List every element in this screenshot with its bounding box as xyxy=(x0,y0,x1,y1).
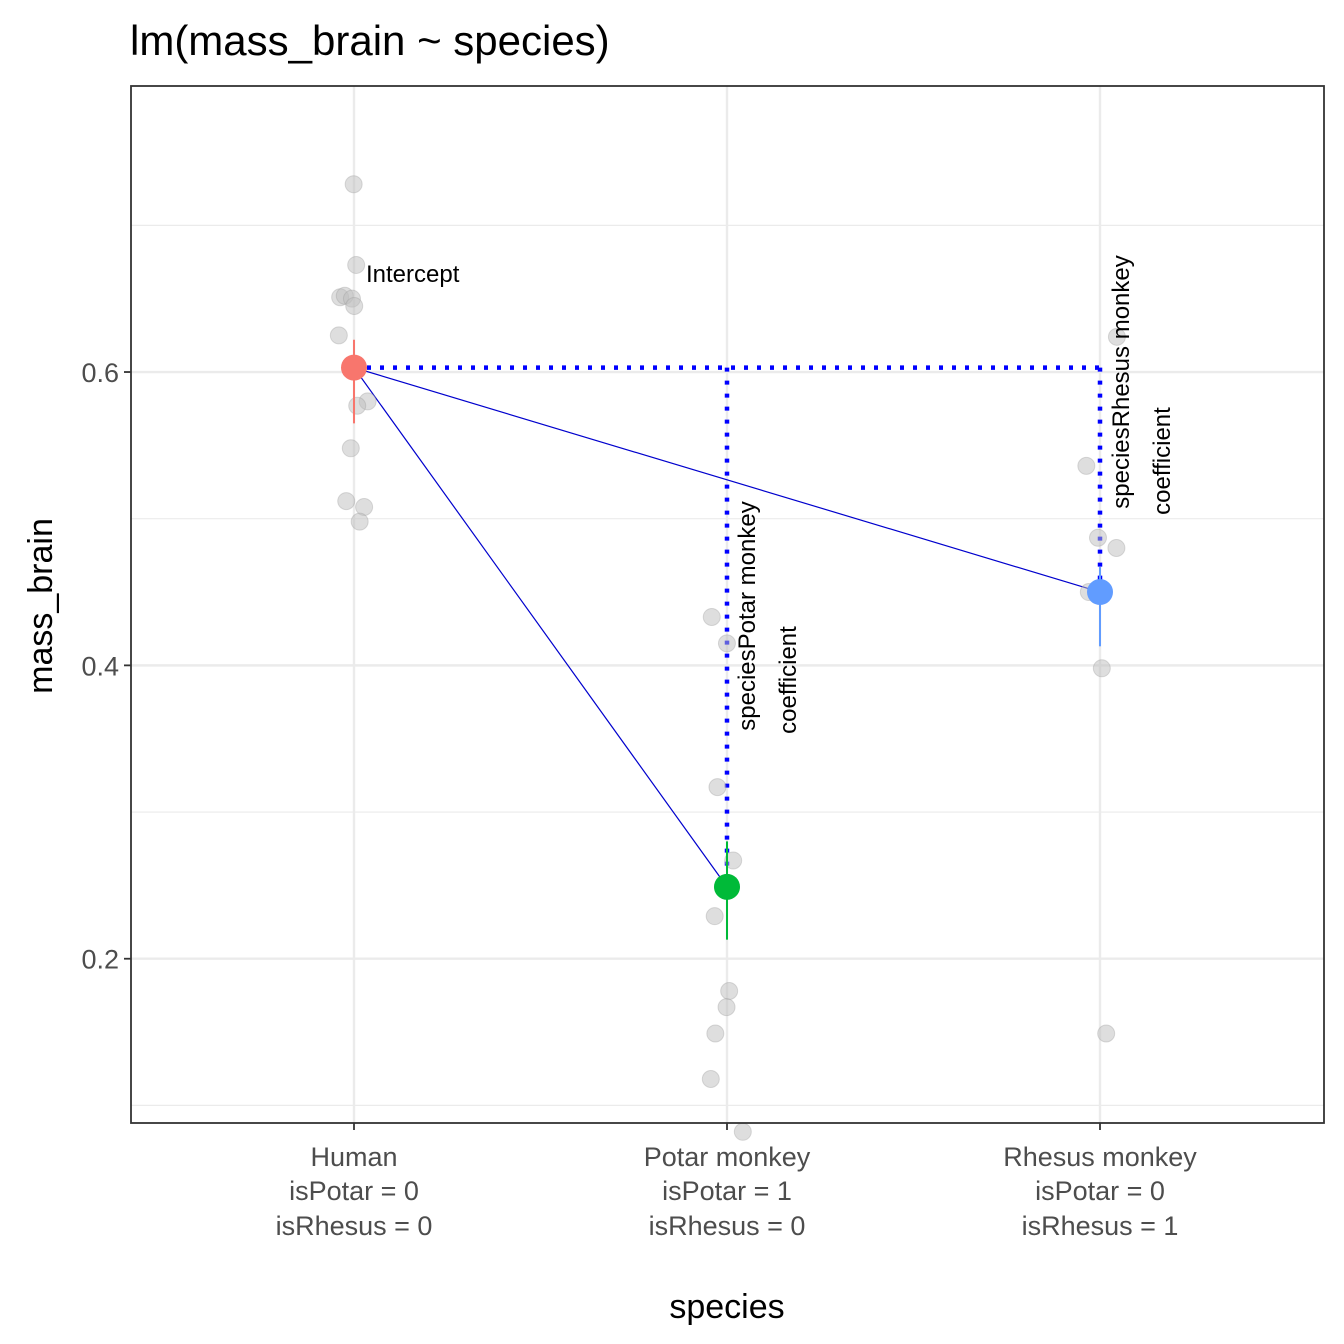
data-point xyxy=(1092,659,1111,678)
data-point xyxy=(348,396,367,415)
rhesus-coefficient-label: coefficient xyxy=(1149,407,1176,515)
data-point xyxy=(1107,327,1126,346)
x-tick-label-code: isPotar = 1 xyxy=(662,1176,792,1206)
data-point xyxy=(717,998,736,1017)
data-point xyxy=(329,326,348,345)
y-axis-title: mass_brain xyxy=(22,518,60,694)
data-point xyxy=(1097,1024,1116,1043)
x-tick-label-code: isPotar = 0 xyxy=(1035,1176,1165,1206)
chart-title: lm(mass_brain ~ species) xyxy=(130,17,610,64)
data-point xyxy=(708,778,727,797)
data-point xyxy=(350,512,369,531)
potar-coefficient-label: coefficient xyxy=(775,626,802,734)
mean-point xyxy=(341,354,367,381)
y-tick-label: 0.4 xyxy=(81,651,119,681)
data-point xyxy=(341,439,360,458)
data-point xyxy=(705,907,724,926)
data-point xyxy=(717,634,736,653)
y-tick-label: 0.2 xyxy=(81,945,119,975)
data-point xyxy=(1088,528,1107,547)
rhesus-coefficient-label: speciesRhesus monkey xyxy=(1108,255,1135,508)
data-point xyxy=(701,1069,720,1088)
mean-point xyxy=(1087,579,1113,606)
data-point xyxy=(347,255,366,274)
x-tick-label-code: isRhesus = 0 xyxy=(649,1211,806,1241)
mean-point xyxy=(714,873,740,900)
x-tick-label: Rhesus monkey xyxy=(1003,1142,1197,1172)
x-axis-title: species xyxy=(669,1288,784,1326)
data-point xyxy=(724,851,743,870)
axes: 0.2 0.4 0.6 Human isPotar = 0 isRhesus = 0 Pot… xyxy=(81,358,1197,1241)
data-point xyxy=(344,175,363,194)
x-tick-label-code: isRhesus = 0 xyxy=(276,1211,433,1241)
data-point xyxy=(345,297,364,316)
x-tick-label: Human xyxy=(310,1142,397,1172)
y-tick-label: 0.6 xyxy=(81,358,119,388)
data-point xyxy=(1107,539,1126,558)
group-means xyxy=(341,339,1113,940)
potar-coefficient-label: speciesPotar monkey xyxy=(734,501,761,730)
connector-line xyxy=(353,367,1101,593)
x-tick-label-code: isPotar = 0 xyxy=(289,1176,419,1206)
data-point xyxy=(733,1122,752,1141)
data-point xyxy=(706,1024,725,1043)
data-point xyxy=(1077,456,1096,475)
reference-lines xyxy=(353,365,1103,888)
x-tick-label: Potar monkey xyxy=(644,1142,811,1172)
intercept-label: Intercept xyxy=(366,261,460,288)
annotations: Intercept speciesPotar monkey coefficient s… xyxy=(366,255,1176,734)
x-tick-label-code: isRhesus = 1 xyxy=(1022,1211,1179,1241)
data-point xyxy=(337,492,356,511)
data-point xyxy=(702,607,721,626)
connector-line xyxy=(353,367,728,888)
data-point xyxy=(720,981,739,1000)
